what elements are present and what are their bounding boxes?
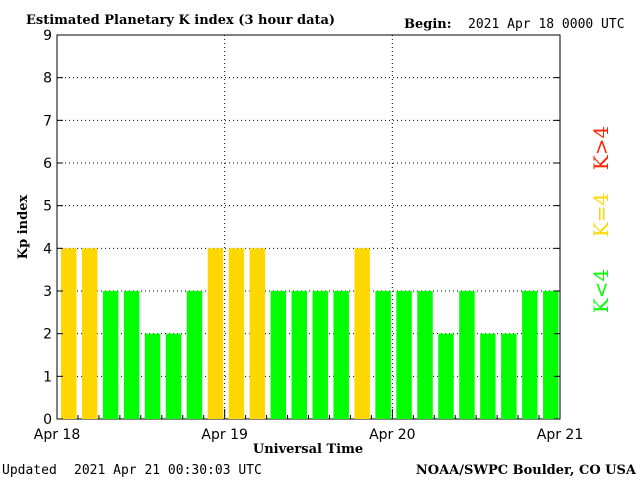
- credit-text: NOAA/SWPC Boulder, CO USA: [416, 463, 637, 478]
- kp-bar: [522, 291, 538, 419]
- begin-value: 2021 Apr 18 0000 UTC: [468, 17, 625, 32]
- kp-bar: [543, 291, 559, 419]
- y-tick-label: 1: [43, 369, 52, 385]
- kp-bar: [480, 333, 496, 419]
- kp-bar: [396, 291, 412, 419]
- kp-bar: [333, 291, 349, 419]
- y-tick-label: 4: [43, 241, 52, 257]
- grid-lines: [57, 35, 560, 419]
- plot-frame: [56, 34, 561, 420]
- kp-bar: [61, 248, 77, 419]
- kp-bar: [207, 248, 224, 419]
- kp-bar: [501, 333, 517, 419]
- y-tick-label: 3: [43, 284, 52, 300]
- bars-layer: [61, 248, 559, 419]
- updated-value: 2021 Apr 21 00:30:03 UTC: [74, 463, 262, 478]
- x-axis: Apr 18 Apr 19 Apr 20 Apr 21: [34, 409, 583, 443]
- x-tick-label: Apr 21: [537, 427, 583, 443]
- kp-bar: [459, 291, 475, 419]
- y-tick-label: 6: [43, 156, 52, 172]
- y-axis: 0 1 2 3 4 5 6 7 8 9: [43, 28, 560, 428]
- begin-label: Begin:: [404, 17, 452, 32]
- kp-bar: [228, 248, 245, 419]
- kp-bar: [375, 291, 391, 419]
- kp-bar: [291, 291, 307, 419]
- kp-bar: [123, 291, 140, 419]
- kp-bar: [186, 291, 203, 419]
- legend-k-above-4: K>4: [589, 126, 613, 170]
- y-tick-label: 7: [43, 113, 52, 129]
- y-tick-label: 2: [43, 327, 52, 343]
- kp-bar: [270, 291, 287, 419]
- kp-bar: [165, 333, 182, 419]
- y-tick-label: 8: [43, 71, 52, 87]
- x-tick-label: Apr 19: [201, 427, 247, 443]
- x-tick-label: Apr 18: [34, 427, 80, 443]
- kp-bar: [102, 291, 119, 419]
- legend-k-equal-4: K=4: [589, 193, 613, 237]
- y-tick-label: 5: [43, 199, 52, 215]
- kp-bar: [438, 333, 454, 419]
- kp-bar: [249, 248, 266, 419]
- kp-bar: [417, 291, 433, 419]
- kp-bar: [144, 333, 161, 419]
- updated-label: Updated: [2, 463, 57, 478]
- y-axis-label: Kp index: [16, 195, 31, 260]
- kp-bar: [354, 248, 370, 419]
- x-axis-label: Universal Time: [253, 442, 363, 457]
- chart-title: Estimated Planetary K index (3 hour data…: [26, 13, 335, 28]
- x-tick-label: Apr 20: [369, 427, 415, 443]
- legend-k-below-4: K<4: [589, 269, 613, 313]
- y-tick-label: 0: [43, 412, 52, 428]
- kp-bar: [312, 291, 328, 419]
- y-tick-label: 9: [43, 28, 52, 44]
- kp-bar: [81, 248, 98, 419]
